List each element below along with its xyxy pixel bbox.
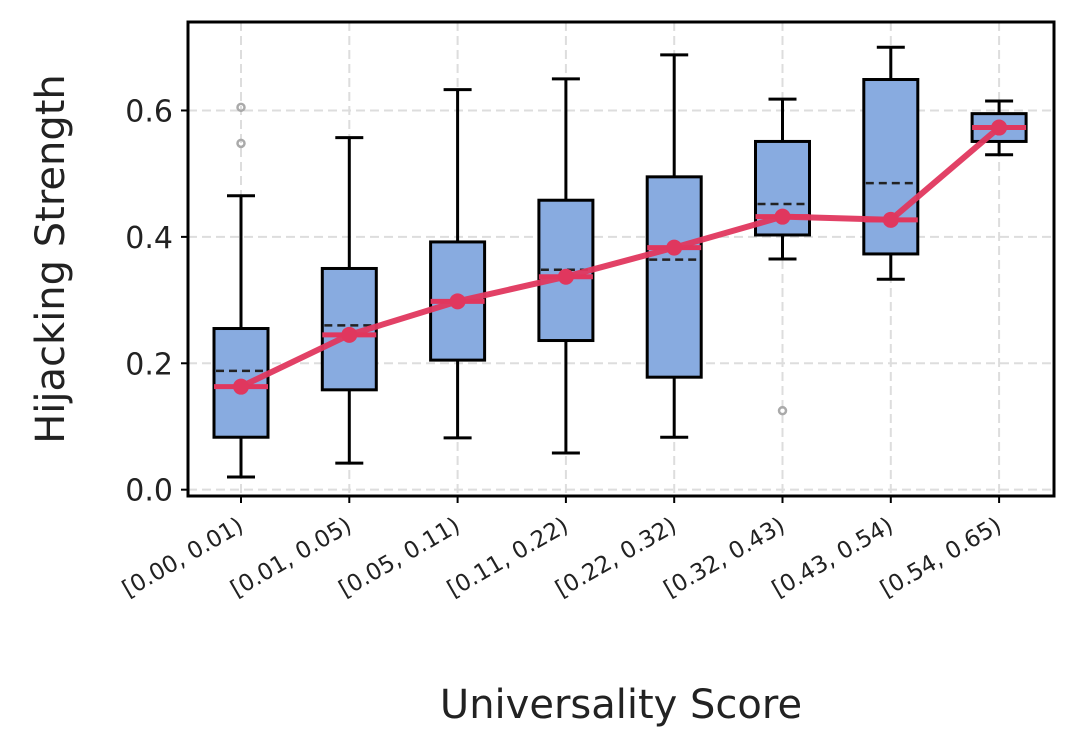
x-tick-label: [0.32, 0.43) — [660, 513, 790, 603]
y-tick-label: 0.4 — [125, 221, 173, 256]
x-tick-label: [0.22, 0.32) — [551, 513, 681, 603]
y-tick-label: 0.6 — [125, 94, 173, 129]
median-trend-point — [882, 211, 899, 228]
x-tick-label: [0.11, 0.22) — [443, 513, 573, 603]
y-axis-title: Hijacking Strength — [28, 74, 74, 444]
box-group — [429, 88, 487, 440]
box-group — [320, 136, 378, 465]
x-tick-label: [0.05, 0.11) — [335, 513, 465, 603]
median-trend-point — [341, 326, 358, 343]
iqr-box — [212, 327, 270, 439]
x-axis-title: Universality Score — [440, 682, 802, 728]
x-tick-label: [0.54, 0.65) — [876, 513, 1006, 603]
median-trend-point — [233, 378, 249, 395]
median-trend-series — [233, 119, 1008, 395]
box-group — [537, 77, 595, 455]
x-tick-label: [0.00, 0.01) — [118, 513, 248, 603]
x-axis-ticks: [0.00, 0.01)[0.01, 0.05)[0.05, 0.11)[0.1… — [118, 496, 1006, 603]
median-trend-point — [991, 119, 1008, 136]
median-trend-point — [557, 268, 574, 285]
median-trend-point — [449, 293, 466, 310]
x-tick-label: [0.43, 0.54) — [768, 513, 898, 603]
y-tick-label: 0.2 — [125, 347, 173, 382]
outlier-point — [777, 405, 788, 416]
median-trend-point — [774, 208, 791, 225]
y-tick-label: 0.0 — [125, 474, 173, 509]
y-axis-ticks: 0.0 0.2 0.4 0.6 — [125, 94, 188, 509]
box-group — [212, 102, 270, 479]
x-tick-label: [0.01, 0.05) — [226, 513, 356, 603]
median-trend-line — [239, 125, 1002, 390]
outlier-point — [236, 102, 246, 113]
box-plot-series — [212, 45, 1028, 479]
outlier-point — [236, 138, 246, 149]
iqr-box — [645, 175, 703, 379]
median-trend-point — [666, 239, 683, 256]
plot-area-frame — [186, 20, 1056, 498]
box-group — [645, 53, 703, 439]
box-group — [862, 45, 920, 281]
